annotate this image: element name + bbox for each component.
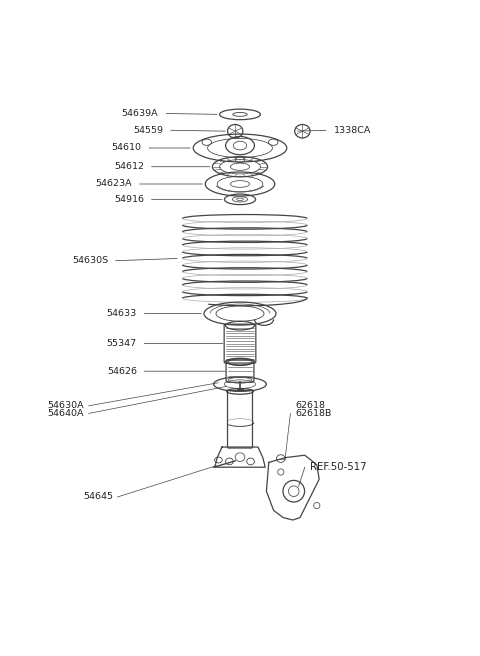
Text: 54633: 54633 [107,309,137,318]
Text: 62618B: 62618B [295,409,332,418]
Text: 54626: 54626 [107,367,137,376]
Text: 54639A: 54639A [122,109,158,118]
Text: 54640A: 54640A [48,409,84,418]
Text: 54610: 54610 [111,144,142,152]
Text: 54559: 54559 [133,126,163,134]
Text: REF.50-517: REF.50-517 [310,462,366,472]
Text: 54630S: 54630S [72,256,108,265]
Text: 62618: 62618 [295,401,325,410]
Text: 54916: 54916 [114,195,144,204]
Text: 54612: 54612 [114,162,144,171]
Text: 54623A: 54623A [96,180,132,188]
Text: 55347: 55347 [107,339,137,348]
Text: 1338CA: 1338CA [334,126,371,134]
Text: 54645: 54645 [83,493,113,501]
Text: 54630A: 54630A [48,401,84,410]
